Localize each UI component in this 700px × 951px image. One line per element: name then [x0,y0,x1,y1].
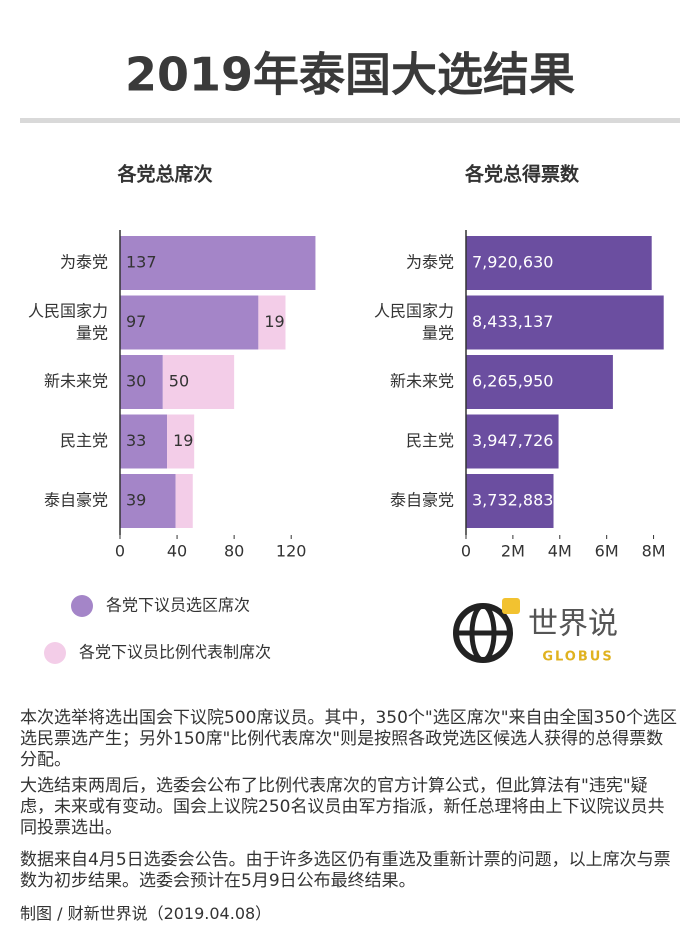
data-label: 3,732,883 [472,491,553,510]
x-tick-label: 80 [224,542,244,561]
bar [120,414,168,469]
bar [466,355,613,409]
bar [167,414,195,469]
bar [162,355,235,409]
bar [175,474,193,528]
data-label: 137 [126,253,157,272]
category-label: 为泰党 [406,253,454,272]
data-label: 50 [169,372,189,391]
category-label: 泰自豪党 [390,491,454,510]
chart-title: 各党总席次 [116,163,212,186]
note: 本次选举将选出国会下议院500席议员。其中，350个"选区席次"来自由全国350… [20,708,677,770]
bar [120,355,163,409]
legend-swatch [71,595,93,617]
x-tick-label: 2M [501,542,525,561]
data-label: 3,947,726 [472,431,553,450]
data-label: 33 [126,431,146,450]
note: 数据来自4月5日选委会公告。由于许多选区仍有重选及重新计票的问题，以上席次与票数… [20,850,671,891]
bar [466,295,664,350]
category-label: 民主党 [406,431,454,450]
bar [120,236,316,290]
x-tick-label: 0 [115,542,125,561]
main-title: 2019年泰国大选结果 [125,48,575,102]
category-label: 民主党 [60,431,108,450]
category-label: 为泰党 [60,253,108,272]
bar [120,295,259,350]
logo: 世界说 GLOBUS [453,598,618,665]
data-label: 8,433,137 [472,312,553,331]
legend-label: 各党下议员比例代表制席次 [79,643,271,662]
logo-sub: GLOBUS [542,650,613,665]
bar [466,414,559,469]
x-tick-label: 6M [595,542,619,561]
x-tick-label: 120 [276,542,307,561]
x-tick-label: 8M [642,542,666,561]
chart-title: 各党总得票数 [464,163,580,186]
category-label: 新未来党 [390,372,454,391]
data-label: 7,920,630 [472,253,553,272]
data-label: 6,265,950 [472,372,553,391]
data-label: 97 [126,312,146,331]
category-label: 新未来党 [44,372,108,391]
data-label: 19 [264,312,284,331]
logo-name: 世界说 [528,607,618,642]
note: 大选结束两周后，选委会公布了比例代表席次的官方计算公式，但此算法有"违宪"疑虑，… [20,776,665,838]
data-label: 30 [126,372,146,391]
bar [120,474,176,528]
category-label: 泰自豪党 [44,491,108,510]
logo-bubble [502,598,520,614]
legend-swatch [44,642,66,664]
credit: 制图 / 财新世界说（2019.04.08） [20,904,272,923]
title-rule [20,118,680,123]
data-label: 19 [173,431,193,450]
category-label: 人民国家力量党 [28,301,108,342]
x-tick-label: 4M [548,542,572,561]
x-tick-label: 40 [167,542,187,561]
data-label: 39 [126,491,146,510]
bar [258,295,286,350]
bar [466,474,554,528]
category-label: 人民国家力量党 [374,301,454,342]
x-tick-label: 0 [461,542,471,561]
bar [466,236,652,290]
legend-label: 各党下议员选区席次 [106,596,250,615]
